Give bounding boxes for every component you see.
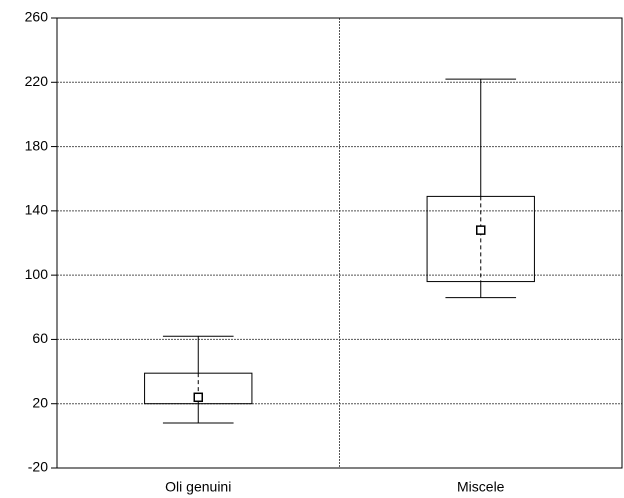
y-tick-label: 220 xyxy=(25,73,49,89)
median-marker xyxy=(476,225,486,235)
y-tick-label: 180 xyxy=(25,137,49,153)
x-tick-label: Miscele xyxy=(457,479,505,495)
y-tick-label: 100 xyxy=(25,266,49,282)
y-tick-label: -20 xyxy=(28,459,48,475)
box xyxy=(144,372,253,405)
box xyxy=(426,195,535,283)
x-tick-label: Oli genuini xyxy=(165,479,231,495)
y-tick-label: 60 xyxy=(32,330,48,346)
plot-frame xyxy=(56,17,623,469)
y-tick-label: 260 xyxy=(25,9,49,25)
median-marker xyxy=(193,392,203,403)
y-tick-label: 140 xyxy=(25,202,49,218)
y-tick-label: 20 xyxy=(32,394,48,410)
